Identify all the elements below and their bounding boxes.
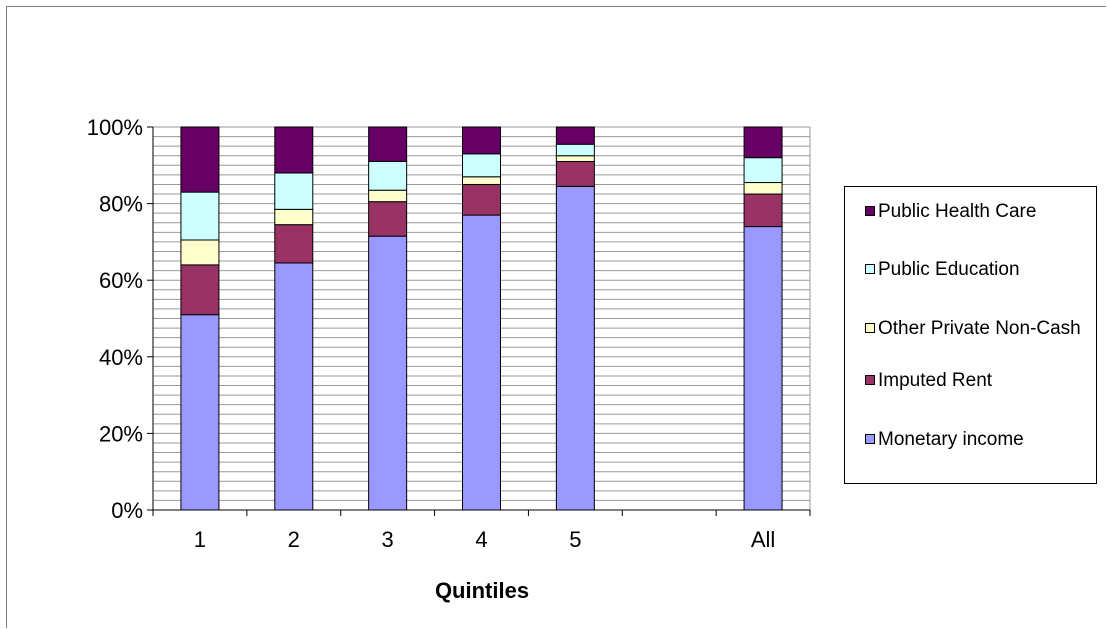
bar-segment xyxy=(368,235,408,511)
bar-segment xyxy=(180,191,220,241)
bar-segment xyxy=(368,126,408,162)
chart-frame xyxy=(6,6,1106,628)
bar-segment xyxy=(180,239,220,266)
bar-segment xyxy=(180,314,220,511)
x-tick-label: All xyxy=(751,527,775,552)
bar-segment xyxy=(274,208,314,226)
axes: 0% 20% 40% 60% 80% 100% 1 2 3 4 5 All xyxy=(87,115,811,552)
legend-swatch xyxy=(865,323,875,333)
legend-label: Monetary income xyxy=(878,429,1024,450)
bar-segment xyxy=(743,193,783,228)
bar-segment xyxy=(274,262,314,511)
bar-segment xyxy=(274,126,314,174)
bar-segment xyxy=(462,214,501,511)
bar-segment xyxy=(462,153,501,178)
y-tick-label: 40% xyxy=(99,345,143,370)
legend-swatch xyxy=(865,206,875,216)
bar-segment xyxy=(274,172,314,210)
x-tick-label: 1 xyxy=(194,527,206,552)
bar-segment xyxy=(462,183,501,216)
legend: Public Health Care Public Education Other … xyxy=(844,186,1097,484)
y-tick-label: 20% xyxy=(99,421,143,446)
x-tick-label: 3 xyxy=(382,527,394,552)
legend-label: Public Education xyxy=(878,259,1020,280)
bars xyxy=(180,126,783,511)
y-tick-label: 0% xyxy=(111,498,143,523)
bar-segment xyxy=(743,226,783,511)
legend-swatch xyxy=(865,434,875,444)
x-tick-label: 5 xyxy=(569,527,581,552)
y-tick-label: 80% xyxy=(99,192,143,217)
bar-segment xyxy=(462,176,501,185)
x-tick-label: 4 xyxy=(475,527,487,552)
x-axis-title: Quintiles xyxy=(435,578,529,603)
bar-segment xyxy=(180,126,220,193)
bar-segment xyxy=(555,126,595,145)
legend-label: Public Health Care xyxy=(878,201,1037,222)
bar-segment xyxy=(555,155,595,162)
legend-swatch xyxy=(865,375,875,385)
bar-segment xyxy=(743,157,783,184)
y-tick-label: 100% xyxy=(87,115,143,140)
bar-segment xyxy=(180,264,220,316)
legend-swatch xyxy=(865,264,875,274)
legend-label: Other Private Non-Cash xyxy=(878,318,1081,339)
bar-segment xyxy=(743,126,783,159)
bar-segment xyxy=(462,126,501,155)
y-tick-label: 60% xyxy=(99,268,143,293)
legend-label: Imputed Rent xyxy=(878,370,993,391)
bar-segment xyxy=(555,143,595,157)
bar-segment xyxy=(368,160,408,191)
bar-segment xyxy=(368,189,408,203)
bar-segment xyxy=(555,160,595,187)
bar-segment xyxy=(274,224,314,264)
bar-segment xyxy=(368,201,408,237)
bar-segment xyxy=(555,185,595,511)
bar-segment xyxy=(743,182,783,195)
x-tick-label: 2 xyxy=(288,527,300,552)
